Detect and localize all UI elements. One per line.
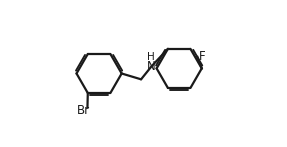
Text: F: F [198,50,205,63]
Text: Br: Br [77,104,90,117]
Text: N: N [147,60,156,73]
Text: H: H [147,52,155,62]
